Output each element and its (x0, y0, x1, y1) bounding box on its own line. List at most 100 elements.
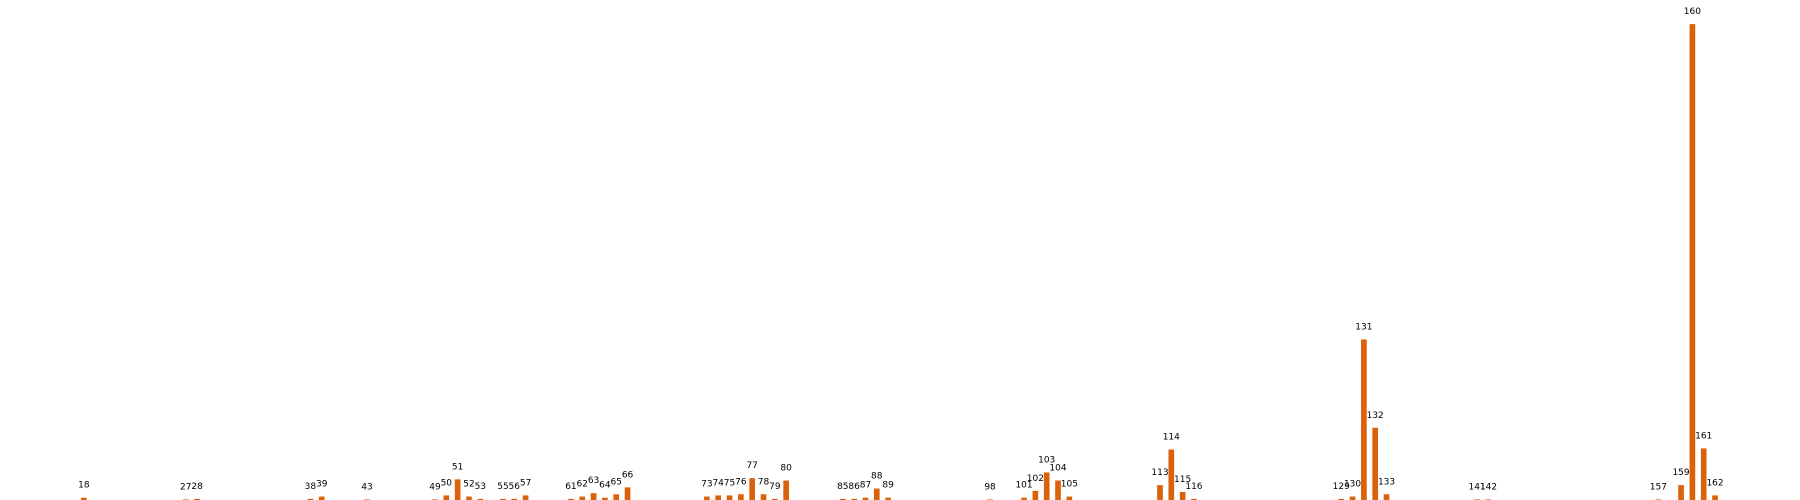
bar-label: 64 (599, 481, 611, 491)
bar (749, 478, 756, 500)
bar (1372, 427, 1379, 500)
bar-label: 157 (1650, 482, 1667, 492)
bar-label: 159 (1672, 468, 1689, 478)
bar-label: 39 (316, 480, 328, 490)
bar-label: 88 (871, 472, 883, 482)
bar-label: 161 (1695, 431, 1712, 441)
bar-label: 130 (1344, 480, 1361, 490)
bar-label: 114 (1163, 433, 1180, 443)
bar (1157, 485, 1163, 500)
bar-label: 27 (180, 482, 191, 492)
bar (1678, 485, 1684, 500)
bar (873, 488, 880, 500)
bar (783, 480, 789, 500)
bar-label: 49 (429, 482, 441, 492)
bar-label: 116 (1185, 482, 1202, 492)
bar-label: 98 (984, 482, 996, 492)
bar (80, 497, 87, 500)
bar-label: 115 (1174, 475, 1191, 485)
bar-label: 51 (452, 462, 463, 472)
bar (1700, 448, 1707, 500)
bar-label: 129 (1333, 482, 1350, 492)
bar (1021, 497, 1027, 500)
bar-label: 55 (497, 482, 508, 492)
bar (771, 498, 778, 500)
bar-label: 87 (860, 481, 871, 491)
bar-label: 43 (361, 482, 372, 492)
bar (579, 496, 586, 500)
bar-label: 63 (588, 476, 599, 486)
bar-label: 79 (769, 482, 781, 492)
bar (1338, 498, 1345, 500)
bar-label: 162 (1706, 478, 1723, 488)
bar-label: 103 (1038, 455, 1055, 465)
bar-label: 102 (1027, 474, 1044, 484)
bar (1066, 496, 1073, 500)
bar (568, 498, 574, 500)
bar (511, 498, 518, 500)
bar (1712, 495, 1718, 500)
bar (194, 498, 200, 500)
bar (704, 496, 710, 500)
bar (443, 495, 450, 500)
bar (1032, 490, 1039, 500)
bar (1055, 480, 1061, 500)
bar-label: 113 (1151, 468, 1168, 478)
bar-label: 89 (882, 481, 894, 491)
bar-label: 77 (746, 461, 757, 471)
bar (522, 495, 529, 500)
bar (851, 498, 857, 500)
bar (477, 498, 484, 500)
bar-label: 101 (1015, 481, 1032, 491)
bar (1361, 339, 1367, 500)
bar-label: 52 (463, 480, 474, 490)
bar (318, 496, 325, 500)
bar-label: 133 (1378, 477, 1395, 487)
bar-label: 104 (1049, 464, 1066, 474)
bar-label: 86 (848, 482, 860, 492)
bar (738, 494, 744, 500)
bar-label: 50 (441, 478, 453, 488)
bar-label: 142 (1480, 482, 1497, 492)
bar (1179, 491, 1186, 500)
bar (1043, 472, 1050, 500)
bar-label: 132 (1367, 411, 1384, 421)
bar-label: 74 (712, 478, 724, 488)
bar (1191, 498, 1197, 500)
bar (500, 498, 506, 500)
bar-label: 28 (191, 482, 203, 492)
bar-label: 141 (1469, 482, 1486, 492)
bar-label: 57 (520, 478, 531, 488)
bar (885, 497, 891, 500)
bar-label: 62 (577, 480, 588, 490)
bar (613, 494, 620, 500)
bar (760, 494, 767, 500)
bar-label: 65 (611, 477, 622, 487)
bar-label: 38 (305, 482, 317, 492)
bar (715, 495, 722, 500)
bar (307, 498, 314, 500)
bar-label: 85 (837, 482, 848, 492)
bar-label: 61 (565, 482, 576, 492)
bar-label: 66 (622, 470, 634, 480)
bar-label: 78 (758, 477, 770, 487)
bar (624, 487, 631, 500)
bar-label: 18 (78, 481, 90, 491)
bar-label: 56 (509, 482, 521, 492)
bar (454, 479, 461, 500)
bar-label: 73 (701, 480, 712, 490)
bar (1689, 24, 1696, 500)
bar (862, 497, 869, 500)
bar (1168, 449, 1175, 500)
bar (1383, 494, 1390, 500)
bar-label: 105 (1061, 480, 1078, 490)
bar-label: 131 (1355, 322, 1372, 332)
bar-label: 76 (735, 477, 747, 487)
bar-label: 53 (475, 482, 486, 492)
bar (1349, 496, 1356, 500)
bar-label: 75 (724, 478, 735, 488)
bar (602, 497, 608, 500)
bar-label: 160 (1684, 7, 1701, 17)
bar (590, 493, 597, 500)
